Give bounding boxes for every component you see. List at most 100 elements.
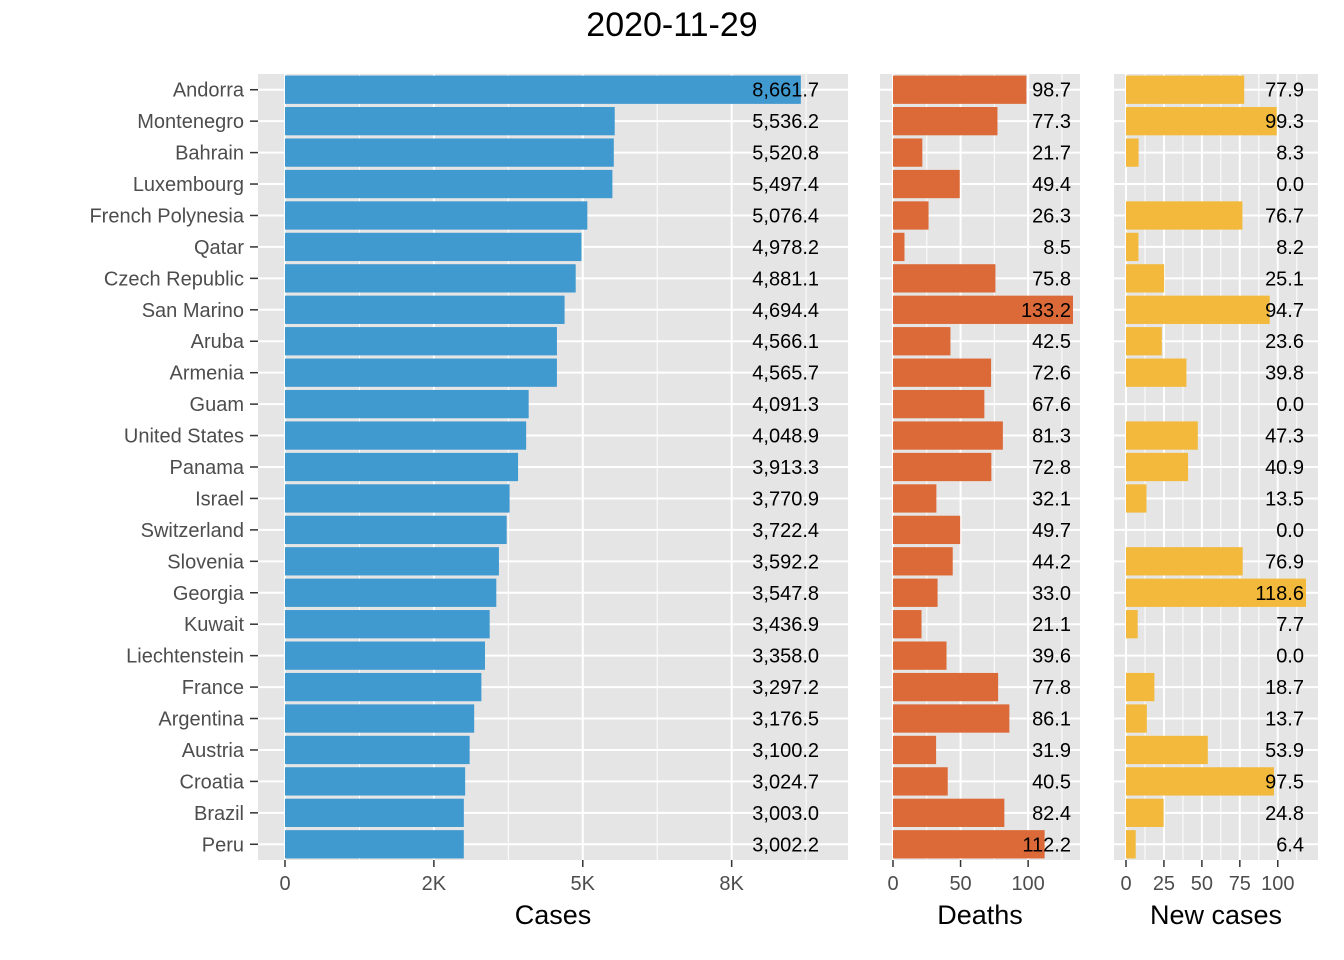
- y-tick-label: United States: [124, 426, 244, 448]
- data-label-new-cases: 18.7: [1265, 677, 1304, 699]
- bar-cases: [285, 107, 615, 136]
- bar-new-cases: [1126, 138, 1139, 167]
- bar-deaths: [893, 169, 960, 199]
- data-label-new-cases: 77.9: [1265, 80, 1304, 102]
- bar-deaths: [893, 107, 998, 136]
- bar-new-cases: [1126, 735, 1208, 765]
- bar-new-cases: [1126, 358, 1187, 387]
- bar-deaths: [893, 704, 1010, 733]
- data-label-cases: 3,176.5: [752, 709, 819, 731]
- bar-new-cases: [1126, 421, 1198, 450]
- bar-new-cases: [1126, 452, 1189, 482]
- bar-new-cases: [1126, 704, 1147, 733]
- x-tick-label-cases: 0: [279, 873, 290, 895]
- y-tick-label: Qatar: [194, 237, 244, 259]
- bar-new-cases: [1126, 201, 1243, 230]
- bar-new-cases: [1126, 484, 1147, 513]
- data-label-deaths: 112.2: [1022, 834, 1071, 856]
- bar-cases: [285, 421, 527, 450]
- bar-deaths: [893, 641, 947, 670]
- bar-new-cases: [1126, 327, 1162, 356]
- data-label-cases: 3,297.2: [752, 677, 819, 699]
- y-tick-label: Kuwait: [184, 614, 244, 636]
- y-tick-label: Panama: [170, 457, 245, 479]
- bar-cases: [285, 169, 613, 199]
- bar-deaths: [893, 138, 923, 167]
- y-tick-label: Bahrain: [175, 143, 244, 165]
- bar-deaths: [893, 295, 1073, 324]
- data-label-new-cases: 0.0: [1276, 520, 1304, 542]
- data-label-new-cases: 39.8: [1265, 363, 1304, 385]
- bar-new-cases: [1126, 610, 1138, 639]
- data-label-new-cases: 76.7: [1265, 205, 1304, 227]
- data-label-new-cases: 25.1: [1265, 268, 1304, 290]
- data-label-cases: 4,091.3: [752, 394, 819, 416]
- data-label-cases: 3,547.8: [752, 583, 819, 605]
- bar-deaths: [893, 75, 1027, 104]
- data-label-new-cases: 0.0: [1276, 394, 1304, 416]
- data-label-cases: 3,100.2: [752, 740, 819, 762]
- data-label-deaths: 33.0: [1032, 583, 1071, 605]
- y-tick-label: Brazil: [194, 803, 244, 825]
- bar-cases: [285, 484, 510, 513]
- data-label-cases: 3,436.9: [752, 614, 819, 636]
- bar-new-cases: [1126, 264, 1165, 293]
- data-label-new-cases: 94.7: [1265, 300, 1304, 322]
- data-label-new-cases: 13.7: [1265, 709, 1304, 731]
- data-label-new-cases: 47.3: [1265, 426, 1304, 448]
- bar-deaths: [893, 672, 999, 702]
- y-tick-label: Czech Republic: [104, 268, 244, 290]
- data-label-new-cases: 6.4: [1276, 834, 1304, 856]
- data-label-deaths: 21.1: [1032, 614, 1071, 636]
- bar-cases: [285, 264, 576, 293]
- y-tick-label: Peru: [202, 834, 244, 856]
- bar-deaths: [893, 327, 951, 356]
- bar-deaths: [893, 264, 996, 293]
- bar-cases: [285, 704, 475, 733]
- bar-new-cases: [1126, 107, 1277, 136]
- x-axis-title-deaths: Deaths: [937, 900, 1023, 930]
- y-tick-label: Guam: [190, 394, 244, 416]
- data-label-new-cases: 23.6: [1265, 331, 1304, 353]
- bar-cases: [285, 767, 466, 796]
- x-tick-label-new-cases: 25: [1153, 873, 1175, 895]
- data-label-new-cases: 97.5: [1265, 771, 1304, 793]
- data-label-deaths: 49.7: [1032, 520, 1071, 542]
- bar-deaths: [893, 389, 985, 419]
- bar-new-cases: [1126, 578, 1306, 607]
- data-label-deaths: 82.4: [1032, 803, 1071, 825]
- data-label-deaths: 98.7: [1032, 80, 1071, 102]
- bar-deaths: [893, 515, 961, 545]
- x-tick-label-cases: 8K: [719, 873, 744, 895]
- data-label-cases: 5,497.4: [752, 174, 819, 196]
- data-label-cases: 5,536.2: [752, 111, 819, 133]
- data-label-deaths: 81.3: [1032, 426, 1071, 448]
- data-label-new-cases: 0.0: [1276, 646, 1304, 668]
- x-tick-label-new-cases: 0: [1120, 873, 1131, 895]
- bar-new-cases: [1126, 75, 1245, 104]
- bar-cases: [285, 452, 519, 482]
- x-tick-label-deaths: 0: [887, 873, 898, 895]
- bar-deaths: [893, 484, 937, 513]
- y-tick-label: Andorra: [173, 80, 245, 102]
- data-label-cases: 3,592.2: [752, 551, 819, 573]
- data-label-new-cases: 99.3: [1265, 111, 1304, 133]
- data-label-deaths: 21.7: [1032, 143, 1071, 165]
- x-tick-label-new-cases: 100: [1261, 873, 1294, 895]
- data-label-deaths: 32.1: [1032, 488, 1071, 510]
- data-label-cases: 4,566.1: [752, 331, 819, 353]
- data-label-deaths: 75.8: [1032, 268, 1071, 290]
- data-label-new-cases: 8.2: [1276, 237, 1304, 259]
- data-label-deaths: 72.8: [1032, 457, 1071, 479]
- x-tick-label-new-cases: 50: [1191, 873, 1213, 895]
- bar-new-cases: [1126, 547, 1243, 576]
- bar-deaths: [893, 798, 1005, 827]
- bar-cases: [285, 515, 507, 545]
- y-tick-label: Croatia: [180, 771, 245, 793]
- data-label-deaths: 39.6: [1032, 646, 1071, 668]
- bar-cases: [285, 201, 588, 230]
- data-label-deaths: 67.6: [1032, 394, 1071, 416]
- bar-deaths: [893, 578, 938, 607]
- y-tick-label: Switzerland: [141, 520, 244, 542]
- x-axis-title-cases: Cases: [515, 900, 592, 930]
